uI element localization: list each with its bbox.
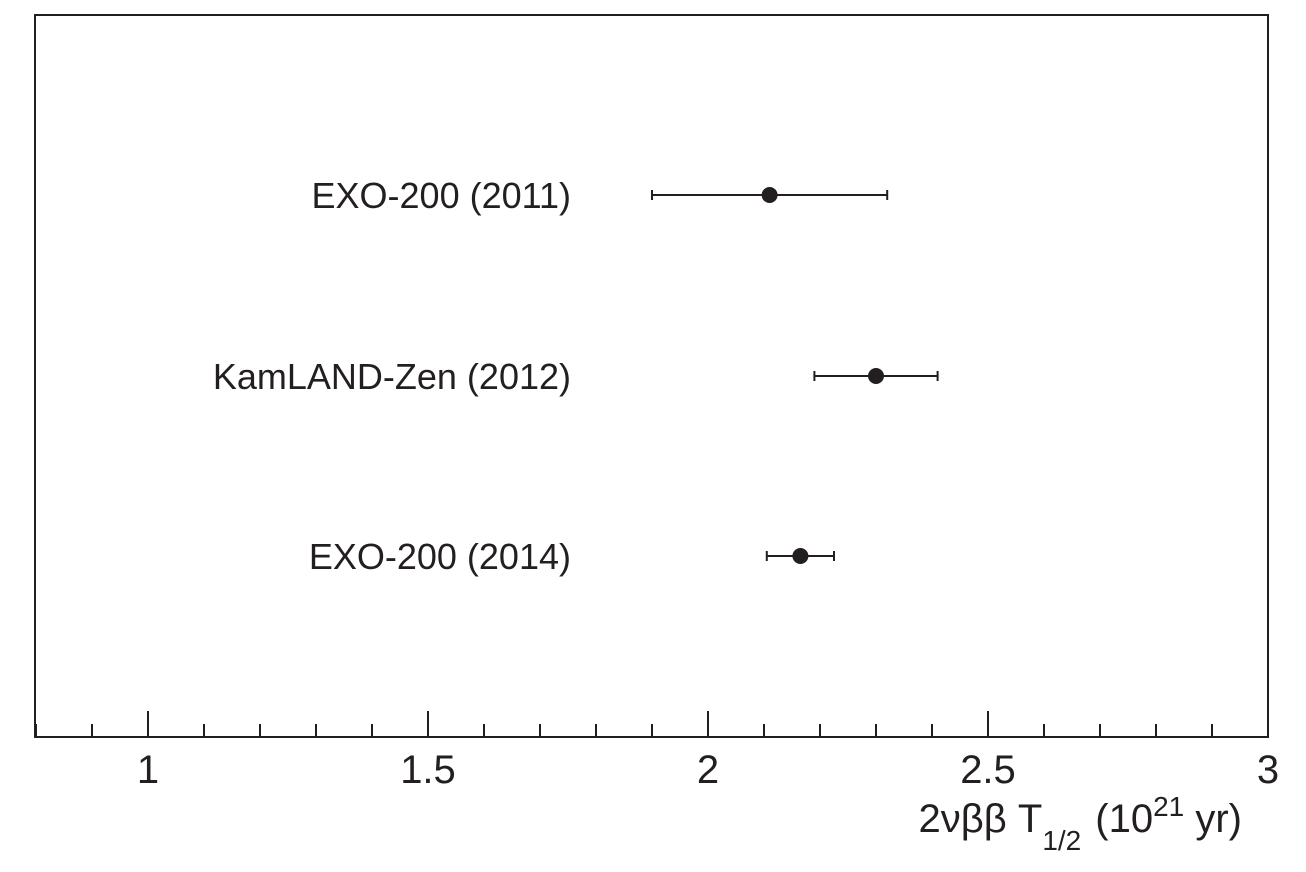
data-point-marker <box>761 187 778 203</box>
category-labels: EXO-200 (2011) KamLAND-Zen (2012) EXO-200 … <box>213 175 571 577</box>
data-point-group <box>765 548 835 564</box>
data-point-marker <box>868 368 884 384</box>
data-point-group <box>651 187 889 203</box>
x-axis-label-subscript: 1/2 <box>1042 825 1081 856</box>
x-axis-ticks <box>35 711 1213 737</box>
x-tick-label: 2 <box>697 748 719 792</box>
data-point-marker <box>792 548 809 564</box>
x-tick-label: 3 <box>1257 748 1279 792</box>
x-axis-label-superscript: 21 <box>1153 791 1184 822</box>
x-tick-label: 2.5 <box>960 748 1016 792</box>
x-axis-label-main: 2νββ T <box>919 797 1043 841</box>
x-axis-label-unit-close: yr) <box>1184 797 1242 841</box>
x-axis-label: 2νββ T1/2 (1021 yr) <box>919 791 1242 856</box>
x-tick-label: 1 <box>137 748 159 792</box>
x-axis-label-unit-open: (10 <box>1095 797 1153 841</box>
data-point-group <box>813 368 939 384</box>
x-axis-tick-labels: 1 1.5 2 2.5 3 <box>137 748 1279 792</box>
x-tick-label: 1.5 <box>400 748 456 792</box>
data-points <box>651 187 939 564</box>
category-label: EXO-200 (2014) <box>309 536 571 577</box>
category-label: EXO-200 (2011) <box>312 175 571 216</box>
category-label: KamLAND-Zen (2012) <box>213 356 571 397</box>
